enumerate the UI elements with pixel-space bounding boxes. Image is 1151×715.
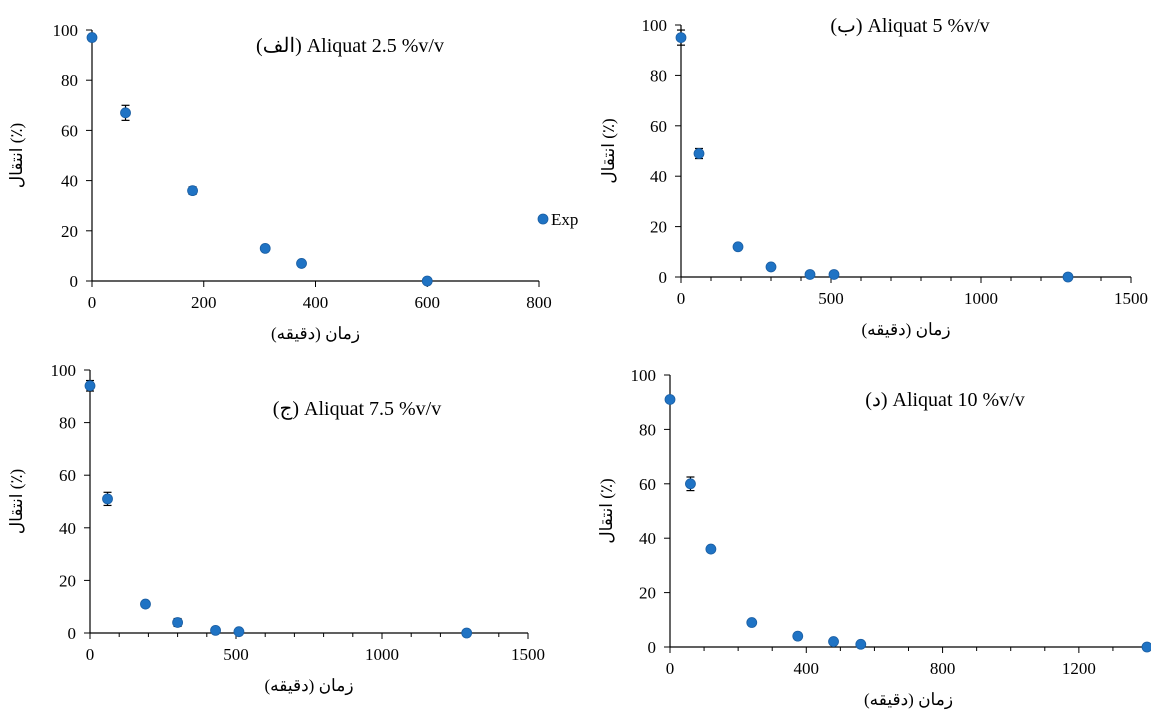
- data-point: [120, 107, 131, 119]
- data-point: [828, 269, 840, 280]
- y-tick-label: 40: [639, 529, 656, 548]
- data-point: [1062, 271, 1074, 283]
- chart-title: (ب) Aliquat 5 %v/v: [830, 15, 989, 37]
- y-tick-label: 40: [61, 172, 78, 191]
- x-tick-label: 1000: [964, 289, 998, 308]
- x-tick-label: 800: [526, 293, 552, 312]
- y-tick-label: 100: [51, 361, 77, 380]
- x-axis-label: زمان (دقیقه): [271, 324, 360, 344]
- data-point: [732, 241, 744, 253]
- data-point: [664, 394, 676, 405]
- x-tick-label: 200: [191, 293, 217, 312]
- x-tick-label: 0: [666, 659, 675, 678]
- y-tick-label: 0: [68, 624, 77, 643]
- x-tick-label: 0: [86, 645, 95, 664]
- x-tick-label: 600: [415, 293, 441, 312]
- chart-title: (ج) Aliquat 7.5 %v/v: [273, 398, 441, 420]
- data-point: [210, 624, 221, 636]
- x-tick-label: 1200: [1062, 659, 1096, 678]
- y-tick-label: 80: [59, 414, 76, 433]
- x-tick-label: 500: [223, 645, 249, 664]
- x-tick-label: 400: [303, 293, 329, 312]
- data-point: [296, 258, 307, 269]
- legend-marker: [537, 213, 549, 225]
- data-point: [675, 32, 687, 43]
- data-point: [86, 32, 98, 43]
- x-tick-label: 0: [677, 289, 686, 308]
- y-axis-label: انتقال (٪): [7, 469, 26, 534]
- data-point: [804, 269, 816, 280]
- y-tick-label: 20: [639, 584, 656, 603]
- y-tick-label: 100: [631, 366, 657, 385]
- x-tick-label: 0: [88, 293, 97, 312]
- y-tick-label: 60: [61, 121, 78, 140]
- y-axis-label: انتقال (٪): [599, 118, 618, 183]
- y-tick-label: 0: [70, 272, 79, 291]
- y-tick-label: 0: [659, 268, 668, 287]
- y-tick-label: 60: [650, 117, 667, 136]
- y-axis-label: انتقال (٪): [597, 478, 616, 543]
- y-tick-label: 60: [639, 475, 656, 494]
- chart-panel-1: 0 20 40 60 80 100 0 200 400 600 800 (الف) Aliquat 2…: [7, 21, 578, 344]
- y-tick-label: 40: [59, 519, 76, 538]
- y-tick-label: 80: [61, 71, 78, 90]
- legend-label: Exp: [551, 210, 578, 229]
- y-tick-label: 100: [642, 16, 668, 35]
- data-point: [84, 380, 96, 392]
- data-point: [187, 185, 198, 197]
- y-tick-label: 100: [53, 21, 79, 40]
- data-point: [233, 626, 245, 638]
- y-axis-label: انتقال (٪): [7, 123, 26, 188]
- chart-panel-4: 0 20 40 60 80 100 0 400 800 1200 (د) Aliquat 10 %v…: [597, 366, 1151, 710]
- y-tick-label: 20: [650, 218, 667, 237]
- data-point: [1141, 641, 1151, 653]
- data-point: [685, 478, 696, 490]
- data-point: [765, 261, 777, 273]
- data-point: [140, 598, 151, 610]
- y-tick-label: 80: [650, 66, 667, 85]
- y-tick-label: 20: [59, 571, 76, 590]
- x-tick-label: 1000: [365, 645, 399, 664]
- y-tick-label: 0: [648, 638, 657, 657]
- chart-title: (د) Aliquat 10 %v/v: [865, 389, 1024, 411]
- data-point: [746, 617, 758, 628]
- x-tick-label: 500: [818, 289, 844, 308]
- x-axis-label: زمان (دقیقه): [264, 676, 353, 696]
- x-axis-label: زمان (دقیقه): [861, 320, 950, 340]
- data-point: [461, 627, 473, 639]
- data-point: [828, 636, 839, 647]
- x-axis-label: زمان (دقیقه): [864, 690, 953, 710]
- y-tick-label: 80: [639, 420, 656, 439]
- data-point: [102, 493, 113, 505]
- y-tick-label: 40: [650, 167, 667, 186]
- x-tick-label: 800: [930, 659, 956, 678]
- data-point: [421, 275, 433, 287]
- chart-title: (الف) Aliquat 2.5 %v/v: [256, 35, 444, 57]
- x-tick-label: 400: [794, 659, 820, 678]
- data-point: [705, 543, 717, 555]
- y-tick-label: 20: [61, 222, 78, 241]
- data-point: [792, 630, 804, 642]
- data-point: [693, 148, 705, 159]
- data-point: [172, 617, 184, 628]
- data-point: [259, 242, 271, 254]
- y-tick-label: 60: [59, 466, 76, 485]
- x-tick-label: 1500: [1114, 289, 1148, 308]
- data-point: [855, 638, 867, 650]
- x-tick-label: 1500: [511, 645, 545, 664]
